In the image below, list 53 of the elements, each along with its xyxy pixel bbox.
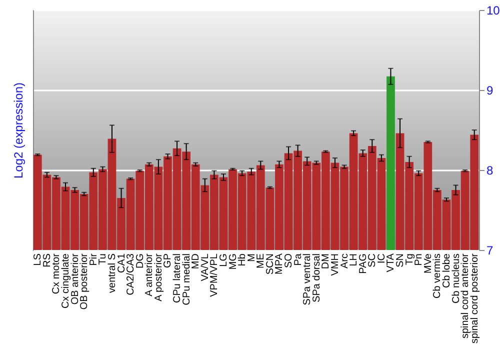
y-tick-label: 10: [486, 4, 500, 18]
x-tick-label: DM: [320, 254, 332, 270]
x-tick-label: spinal cord anterior: [460, 252, 472, 339]
x-tick-label: Tu: [98, 254, 109, 265]
x-tick-label: Cx motor: [51, 252, 62, 294]
x-tick-label: Pir: [88, 252, 100, 266]
x-tick-label: OB posterior: [79, 252, 90, 310]
x-tick-label: Pa: [292, 253, 304, 266]
x-tick-label: MD: [190, 254, 202, 270]
x-tick-label: Cx cingulate: [60, 253, 72, 309]
x-tick-label: DG: [134, 253, 146, 268]
x-tick-label: M: [246, 254, 258, 262]
x-tick-label: MVe: [422, 253, 434, 274]
x-tick-label: ventral S: [106, 253, 118, 293]
y-tick-label: 9: [486, 84, 494, 98]
x-tick-label: Cb vermis: [432, 254, 444, 299]
x-tick-label: SC: [367, 254, 378, 268]
x-tick-label: Tg: [404, 254, 416, 266]
x-tick-label: VTA: [386, 253, 397, 272]
x-tick-label: A posterior: [153, 252, 164, 302]
x-tick-label: SPa ventral: [302, 254, 314, 306]
x-tick-label: CA1: [116, 253, 128, 273]
x-tick-label: SCN: [264, 254, 276, 275]
x-tick-label: Cb lobe: [441, 253, 452, 288]
x-tick-label: CA2/CA3: [126, 253, 137, 296]
x-tick-label: Arc: [339, 254, 350, 268]
x-tick-label: SO: [284, 253, 295, 268]
x-tick-label: Hb: [237, 253, 248, 266]
x-tick-label: GP: [162, 253, 174, 268]
x-tick-label: LS: [32, 253, 44, 266]
x-tick-label: CPu medial: [181, 254, 192, 306]
x-tick-label: SPa dorsal: [311, 254, 322, 302]
x-tick-label: RS: [42, 253, 53, 268]
x-tick-label: spinal cord posterior: [469, 252, 480, 344]
x-tick-label: ME: [256, 253, 267, 268]
x-tick-label: VA/VL: [200, 253, 211, 282]
y-tick-label: 8: [486, 164, 494, 178]
x-tick-label: CPu lateral: [172, 254, 184, 303]
x-tick-label: PAG: [358, 253, 369, 274]
x-tick-label: VMH: [330, 254, 341, 276]
y-tick-label: 7: [486, 244, 494, 258]
y-axis-title: Log2 (expression): [12, 82, 26, 179]
x-tick-label: OB anterior: [70, 252, 81, 305]
x-tick-label: MPA: [274, 253, 286, 274]
x-tick-label: LH: [348, 254, 360, 266]
x-tick-label: A anterior: [144, 252, 156, 296]
x-tick-label: MG: [228, 253, 239, 270]
x-tick-label: LG: [218, 253, 230, 267]
x-tick-label: SN: [395, 254, 406, 268]
x-tick-label: Cb nucleus: [450, 254, 462, 304]
x-tick-label: VPM/VPL: [209, 253, 220, 297]
x-tick-label: IC: [376, 254, 388, 264]
x-tick-label: Pn: [414, 254, 425, 266]
